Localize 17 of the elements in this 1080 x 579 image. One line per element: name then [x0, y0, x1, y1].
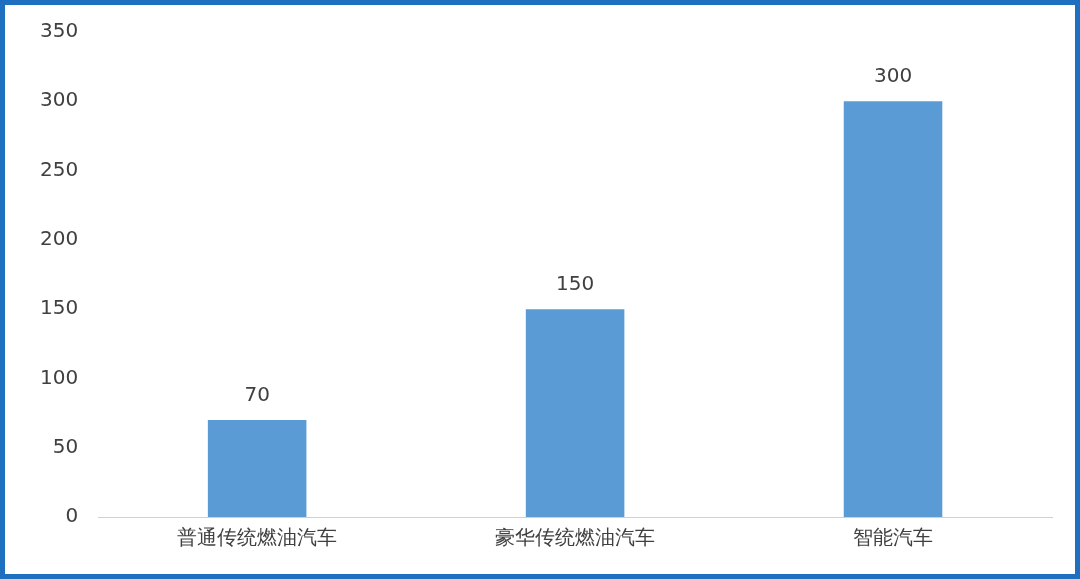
data-label: 150: [555, 271, 595, 296]
data-label: 300: [873, 63, 913, 88]
bar: [843, 101, 943, 517]
y-tick-label: 200: [39, 226, 79, 251]
y-tick-label: 0: [65, 503, 79, 528]
x-tick-label: 豪华传统燃油汽车: [495, 525, 656, 550]
y-tick-label: 150: [39, 295, 79, 320]
x-tick-label: 普通传统燃油汽车: [177, 525, 338, 550]
y-tick-label: 300: [39, 87, 79, 112]
y-tick-label: 350: [39, 18, 79, 43]
y-tick-label: 50: [52, 433, 79, 458]
bar: [207, 420, 307, 517]
x-tick-label: 智能汽车: [853, 525, 934, 550]
y-tick-label: 250: [39, 156, 79, 181]
data-label: 70: [244, 382, 270, 407]
y-tick-label: 100: [39, 364, 79, 389]
bar: [525, 309, 625, 517]
